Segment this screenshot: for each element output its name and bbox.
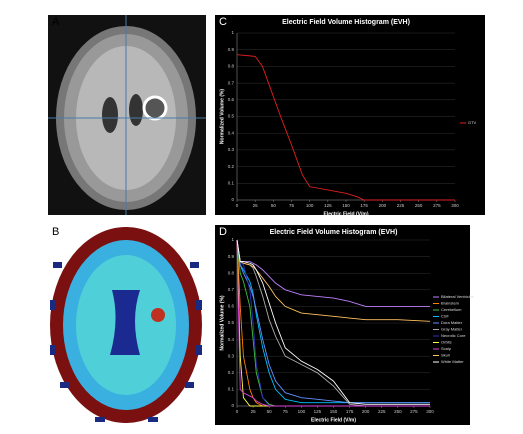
legend-label: Orbits xyxy=(441,340,452,345)
x-tick-label: 0 xyxy=(236,203,239,208)
panel-label: D xyxy=(219,226,227,238)
series-line xyxy=(236,239,430,307)
x-tick-label: 0 xyxy=(236,409,239,414)
y-tick-label: 0.9 xyxy=(228,47,235,52)
y-axis-label: Normalized Volume (%) xyxy=(219,295,225,351)
x-tick-label: 275 xyxy=(410,409,418,414)
field-simulation-image xyxy=(50,227,202,423)
legend-label: Bilateral Ventricles xyxy=(441,294,474,299)
x-tick-label: 200 xyxy=(362,409,370,414)
chart: Electric Field Volume Histogram (EVH) Ele… xyxy=(215,15,485,217)
x-axis-label: Electric Field (V/m) xyxy=(323,211,368,217)
x-tick-label: 75 xyxy=(289,203,295,208)
y-tick-label: 0.2 xyxy=(228,164,235,169)
legend-label: White Matter xyxy=(441,359,464,364)
panel-label: A xyxy=(52,16,60,28)
series-line xyxy=(236,239,430,405)
series-line xyxy=(236,54,455,201)
y-tick-label: 0.4 xyxy=(228,337,235,342)
x-tick-label: 175 xyxy=(360,203,368,208)
series-line xyxy=(236,239,431,322)
x-tick-label: 250 xyxy=(394,409,402,414)
x-tick-label: 225 xyxy=(397,203,405,208)
x-tick-label: 150 xyxy=(330,409,338,414)
x-tick-label: 200 xyxy=(379,203,387,208)
y-tick-label: 0.9 xyxy=(228,254,235,259)
x-tick-label: 25 xyxy=(253,203,259,208)
y-tick-label: 0.7 xyxy=(228,287,235,292)
chart: Electric Field Volume Histogram (EVH) Ele… xyxy=(215,225,474,425)
legend-label: Scalp xyxy=(441,346,452,351)
y-tick-label: 0.5 xyxy=(228,320,235,325)
y-tick-label: 0.4 xyxy=(228,130,235,135)
chart-title: Electric Field Volume Histogram (EVH) xyxy=(282,19,410,26)
y-tick-label: 0.6 xyxy=(228,304,235,309)
y-tick-label: 0.6 xyxy=(228,97,235,102)
y-tick-label: 0.8 xyxy=(228,64,235,69)
legend-label: GTV xyxy=(468,120,477,125)
y-tick-label: 0.5 xyxy=(228,114,235,119)
x-tick-label: 150 xyxy=(342,203,350,208)
x-tick-label: 250 xyxy=(415,203,423,208)
y-tick-label: 0 xyxy=(231,403,234,408)
x-tick-label: 300 xyxy=(451,203,459,208)
x-tick-label: 300 xyxy=(426,409,434,414)
legend-label: Necrotic Core xyxy=(441,333,466,338)
x-tick-label: 50 xyxy=(267,409,273,414)
chart-title: Electric Field Volume Histogram (EVH) xyxy=(270,229,398,236)
y-tick-label: 0.3 xyxy=(228,147,235,152)
x-tick-label: 175 xyxy=(346,409,354,414)
y-tick-label: 0.8 xyxy=(228,270,235,275)
x-tick-label: 75 xyxy=(283,409,289,414)
x-tick-label: 50 xyxy=(271,203,277,208)
x-tick-label: 125 xyxy=(324,203,332,208)
x-tick-label: 275 xyxy=(433,203,441,208)
legend-label: Gray Matter xyxy=(441,327,463,332)
x-tick-label: 225 xyxy=(378,409,386,414)
mri-image xyxy=(48,15,206,215)
y-tick-label: 0.7 xyxy=(228,80,235,85)
y-tick-label: 0.3 xyxy=(228,353,235,358)
x-axis-label: Electric Field (V/m) xyxy=(311,417,356,423)
legend-label: CSF xyxy=(441,314,450,319)
legend-label: Dura Matter xyxy=(441,320,463,325)
x-tick-label: 25 xyxy=(251,409,257,414)
panel-label: B xyxy=(52,226,59,238)
y-tick-label: 0.2 xyxy=(228,370,235,375)
chart-background xyxy=(215,225,470,425)
y-axis-label: Normalized Volume (%) xyxy=(219,89,225,145)
legend-label: Skull xyxy=(441,353,450,358)
panel-label: C xyxy=(219,16,227,28)
y-tick-label: 1 xyxy=(231,237,234,242)
legend-label: Brainstem xyxy=(441,301,460,306)
x-tick-label: 125 xyxy=(314,409,322,414)
x-tick-label: 100 xyxy=(306,203,314,208)
x-tick-label: 100 xyxy=(298,409,306,414)
y-tick-label: 0 xyxy=(231,197,234,202)
series-line xyxy=(236,239,430,407)
chart-background xyxy=(215,15,485,215)
legend-label: Cerebellum xyxy=(441,307,462,312)
y-tick-label: 0.1 xyxy=(228,387,235,392)
y-tick-label: 1 xyxy=(231,30,234,35)
y-tick-label: 0.1 xyxy=(228,180,235,185)
